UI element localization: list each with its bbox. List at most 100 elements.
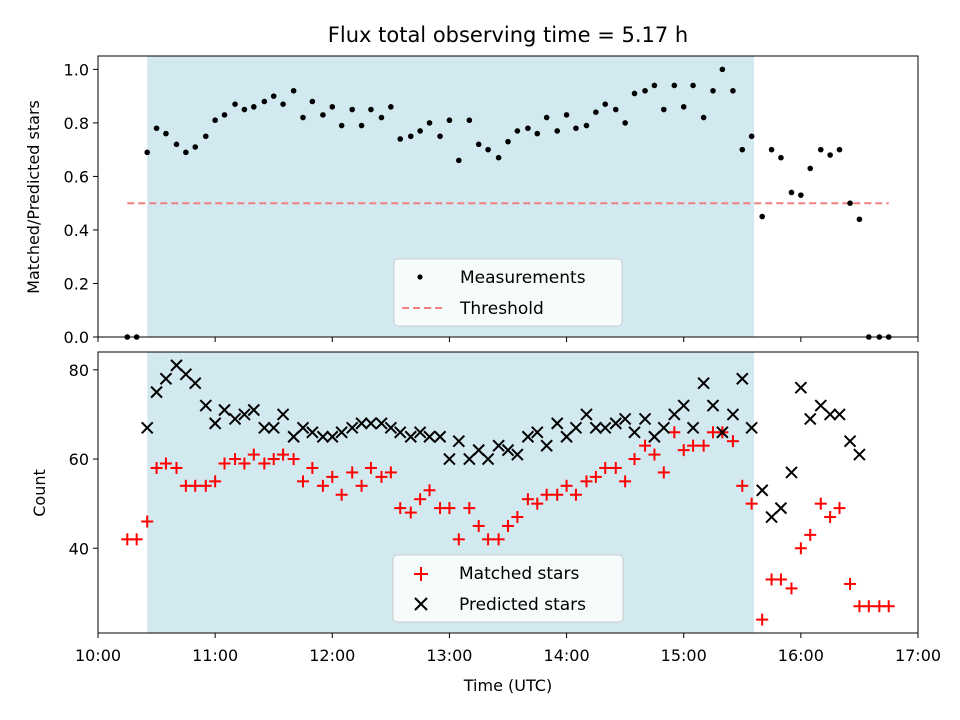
matched-star-point [209,475,222,488]
matched-star-point [452,533,465,546]
measurement-point [192,144,199,150]
matched-star-point [287,453,300,466]
measurement-point [437,133,443,140]
predicted-star-point [609,417,622,430]
predicted-star-point [384,421,398,435]
measurement-point [221,112,228,118]
predicted-star-point [296,421,310,435]
measurement-point [456,157,462,164]
legend-threshold-label: Threshold [459,299,544,319]
predicted-star-point [697,377,710,390]
top-legend: Measurements Threshold [393,258,623,327]
predicted-star-point [550,417,564,430]
predicted-star-point [345,421,359,435]
predicted-star-point [618,412,632,426]
predicted-star-point [736,372,749,385]
measurement-point [300,114,306,121]
measurement-point [788,189,795,196]
matched-star-point [609,461,622,474]
measurement-point [212,117,218,124]
predicted-star-point [335,426,348,439]
predicted-star-point [540,439,553,452]
measurement-point [602,101,609,107]
legend-predicted-label: Predicted stars [459,595,586,615]
measurement-point [446,117,453,124]
measurement-point [661,106,667,113]
predicted-star-point [823,408,837,421]
predicted-star-point [364,417,378,430]
matched-star-point [423,484,436,497]
measurement-point [144,149,150,156]
y-tick-label: 0.6 [64,167,89,186]
matched-star-point [560,479,573,492]
measurement-point [241,106,248,113]
measurement-point [710,87,716,94]
predicted-star-point [804,412,817,426]
measurement-point [768,146,775,153]
measurement-point [847,200,853,206]
predicted-star-point [833,408,846,421]
matched-star-point [247,448,260,461]
measurements-points [124,66,892,340]
predicted-star-point [218,403,231,417]
predicted-stars-points [140,359,866,524]
matched-star-point [394,502,407,515]
measurement-point [426,120,433,126]
matched-star-point [189,479,202,492]
predicted-star-point [413,426,427,439]
bottom-y-axis-label: Count [30,469,49,517]
measurement-point [612,106,619,113]
matched-star-point [267,453,280,466]
matched-star-point [482,533,495,546]
matched-star-point [833,502,846,515]
measurement-point [368,106,374,113]
matched-star-point [277,448,290,461]
top-y-ticks: 0.0 0.2 0.4 0.6 0.8 1.0 [64,60,98,347]
predicted-star-point [638,412,652,426]
matched-star-point [375,470,388,483]
matched-star-point [335,488,348,501]
predicted-star-point [404,430,417,443]
measurement-point [730,87,736,94]
predicted-star-point [628,426,641,439]
top-axes-frame [97,55,919,338]
measurement-point [232,101,238,107]
matched-star-point [355,479,368,492]
measurement-point [320,112,326,118]
legend-matched-marker [414,567,428,581]
measurement-point [543,114,550,121]
measurement-point [261,98,268,105]
ratio-panel: 0.0 0.2 0.4 0.6 0.8 1.0 Matched/Predicted sta… [24,55,919,347]
predicted-star-point [569,421,583,435]
measurement-point [563,112,570,118]
measurement-point [759,213,765,220]
x-tick-label: 17:00 [895,646,941,665]
predicted-star-point [794,381,808,394]
x-tick-label: 11:00 [192,646,238,665]
matched-star-point [862,600,875,613]
y-tick-label: 1.0 [64,60,89,79]
measurement-point [651,82,658,89]
predicted-star-point [599,421,612,435]
x-axis-label: Time (UTC) [463,676,552,695]
measurement-point [573,125,579,132]
matched-star-point [306,461,319,474]
measurement-point [388,104,394,110]
y-tick-label: 0.4 [64,221,89,240]
matched-star-point [364,461,377,474]
measurement-point [817,146,824,153]
matched-star-point [404,506,417,519]
matched-star-point [882,600,895,613]
matched-star-point [844,577,857,590]
matched-star-point [159,457,172,470]
predicted-star-point [189,377,202,390]
y-tick-label: 80 [69,361,89,380]
matched-star-point [511,511,524,524]
matched-star-point [229,453,242,466]
predicted-star-point [511,448,524,461]
matched-star-point [130,533,143,546]
predicted-star-point [394,426,407,439]
measurement-point [183,149,189,156]
matched-star-point [540,488,553,501]
